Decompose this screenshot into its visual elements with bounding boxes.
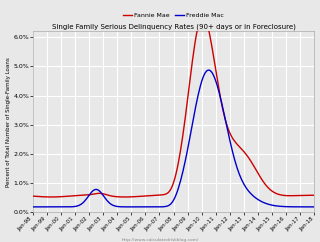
Freddie Mac [240, 178, 244, 181]
Title: Single Family Serious Delinquency Rates (90+ days or in Foreclosure): Single Family Serious Delinquency Rates … [52, 24, 295, 30]
Legend: Fannie Mae, Freddie Mac: Fannie Mae, Freddie Mac [122, 11, 225, 19]
Freddie Mac [31, 205, 35, 208]
Fannie Mae [313, 194, 316, 197]
Fannie Mae [260, 178, 264, 181]
Fannie Mae [193, 43, 196, 46]
Fannie Mae [31, 195, 35, 197]
Freddie Mac [310, 205, 314, 208]
Freddie Mac [62, 205, 66, 208]
Freddie Mac [138, 205, 141, 208]
Fannie Mae [50, 196, 53, 198]
Fannie Mae [311, 194, 315, 197]
Text: http://www.calculatedriskblog.com/: http://www.calculatedriskblog.com/ [121, 238, 199, 242]
Freddie Mac [313, 205, 316, 208]
Freddie Mac [259, 199, 262, 202]
Y-axis label: Percent of Total Number of Single-Family Loans: Percent of Total Number of Single-Family… [5, 57, 11, 187]
Line: Fannie Mae: Fannie Mae [33, 16, 315, 197]
Line: Freddie Mac: Freddie Mac [33, 70, 315, 207]
Freddie Mac [207, 68, 211, 71]
Fannie Mae [201, 15, 205, 18]
Freddie Mac [192, 116, 196, 119]
Fannie Mae [241, 149, 245, 152]
Fannie Mae [139, 195, 143, 198]
Fannie Mae [64, 195, 68, 198]
